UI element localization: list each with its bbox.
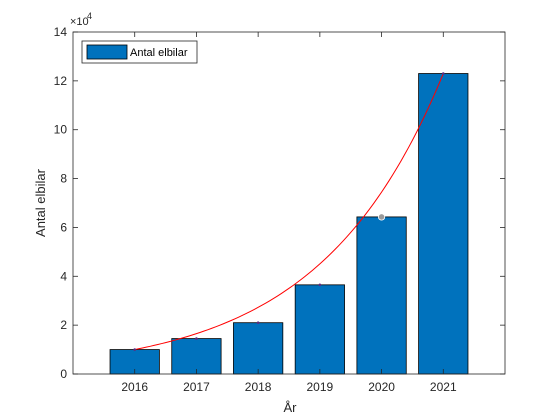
y-tick-label: 12 xyxy=(54,74,68,88)
bar-2018 xyxy=(233,322,284,375)
x-axis-label: År xyxy=(284,400,298,415)
trend-line xyxy=(134,73,444,351)
highlight-point xyxy=(377,213,386,221)
bar-2020 xyxy=(356,216,407,375)
y-tick-label: 6 xyxy=(60,220,67,234)
x-tick-label-2021: 2021 xyxy=(430,380,457,394)
bar-2019 xyxy=(294,284,345,375)
legend-label: Antal elbilar xyxy=(130,47,188,59)
data-point-2019 xyxy=(318,283,322,287)
y-tick-label: 2 xyxy=(60,318,67,332)
legend: Antal elbilar xyxy=(81,40,198,64)
data-point-2018 xyxy=(256,321,260,325)
legend-swatch xyxy=(86,44,128,60)
x-tick-label-2020: 2020 xyxy=(368,380,395,394)
x-tick-label-2018: 2018 xyxy=(245,380,272,394)
x-tick-label-2019: 2019 xyxy=(307,380,334,394)
y-tick-label: 4 xyxy=(60,269,67,283)
x-tick-label-2016: 2016 xyxy=(121,380,148,394)
bar-2017 xyxy=(171,338,222,375)
data-point-2021 xyxy=(441,72,445,75)
y-axis-exponent-base: ×10 xyxy=(70,16,89,28)
x-tick-label-2017: 2017 xyxy=(183,380,210,394)
ticks-group: 0 2 4 6 8 10 12 14 2016 2017 2018 2019 2020 2021 xyxy=(54,25,505,394)
axes-group xyxy=(72,31,506,375)
y-axis-label: Antal elbilar xyxy=(33,168,48,237)
y-tick-label: 0 xyxy=(60,367,67,381)
y-tick-label: 10 xyxy=(54,123,68,137)
data-point-2017 xyxy=(195,337,198,340)
data-point-2016 xyxy=(133,348,137,351)
y-axis-exponent-power: 4 xyxy=(87,11,92,21)
bars-group xyxy=(109,73,469,375)
bar-2021 xyxy=(418,73,469,375)
y-tick-label: 8 xyxy=(60,172,67,186)
y-tick-label: 14 xyxy=(54,25,68,39)
axes-box xyxy=(72,31,506,375)
trend-group xyxy=(133,72,445,351)
